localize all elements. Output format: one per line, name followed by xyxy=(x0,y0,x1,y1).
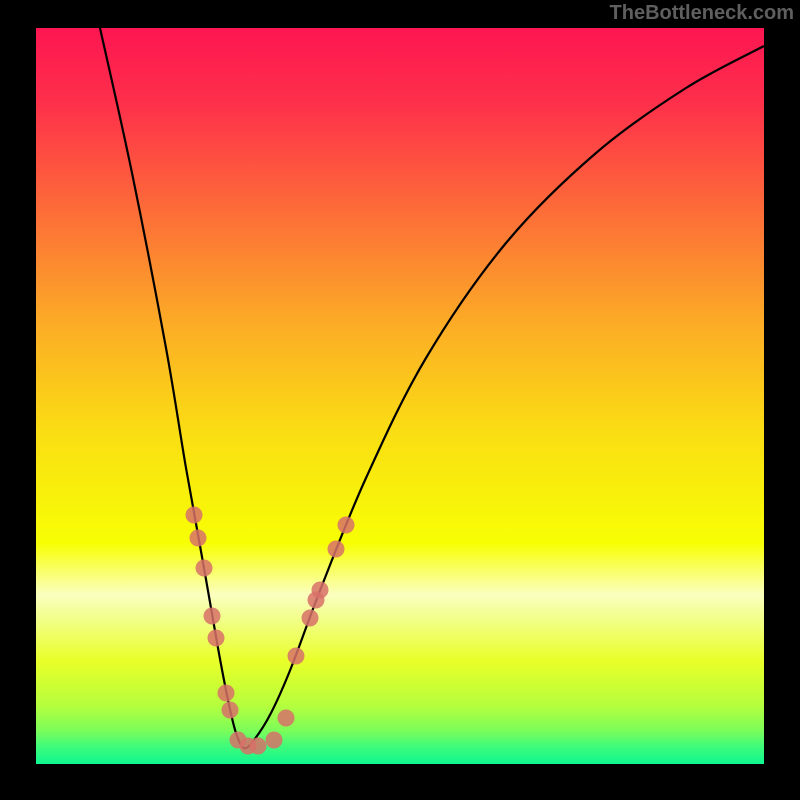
data-marker xyxy=(328,541,345,558)
data-marker xyxy=(222,702,239,719)
data-marker xyxy=(338,517,355,534)
data-marker xyxy=(250,738,267,755)
data-marker xyxy=(204,608,221,625)
gradient-background xyxy=(36,28,764,764)
data-marker xyxy=(288,648,305,665)
data-marker xyxy=(266,732,283,749)
data-marker xyxy=(302,610,319,627)
data-marker xyxy=(208,630,225,647)
data-marker xyxy=(278,710,295,727)
data-marker xyxy=(196,560,213,577)
plot-area xyxy=(36,28,764,764)
data-marker xyxy=(190,530,207,547)
chart-svg xyxy=(36,28,764,764)
watermark-label: TheBottleneck.com xyxy=(610,2,794,25)
data-marker xyxy=(186,507,203,524)
data-marker xyxy=(218,685,235,702)
data-marker xyxy=(312,582,329,599)
chart-frame: TheBottleneck.com xyxy=(0,0,800,800)
